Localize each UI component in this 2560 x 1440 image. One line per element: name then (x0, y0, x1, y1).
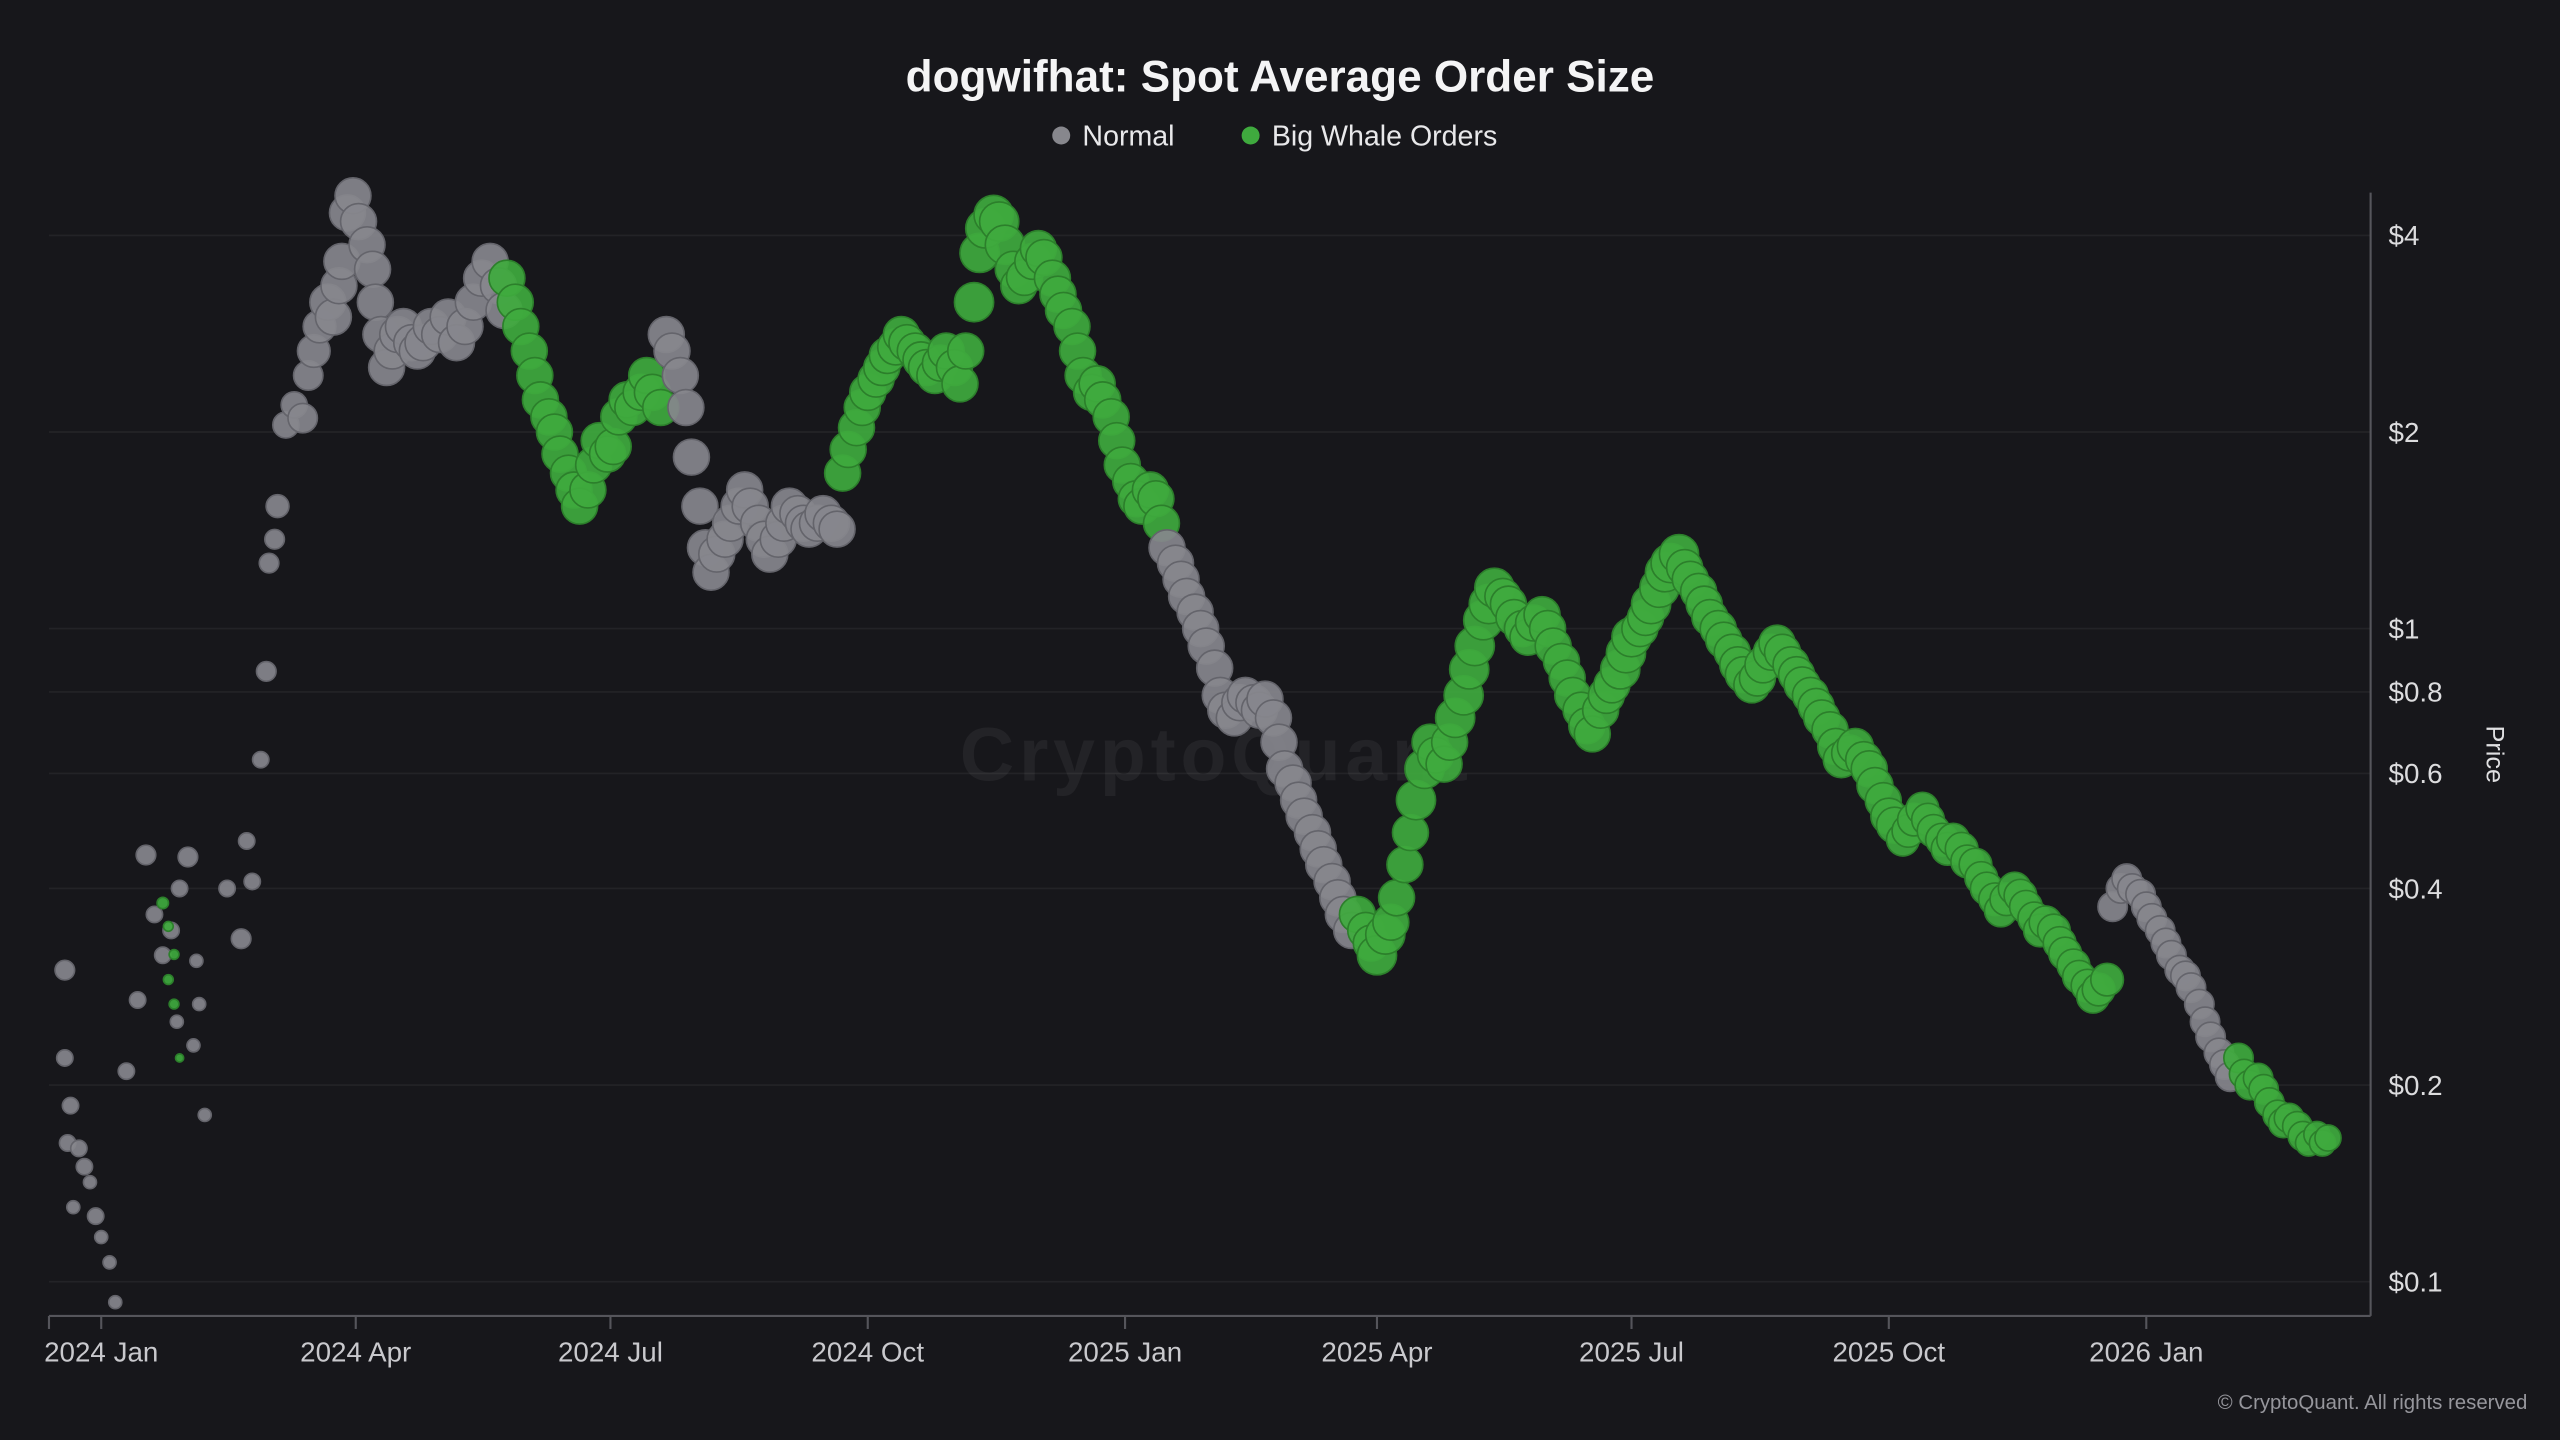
x-tick-label: 2026 Jan (2089, 1337, 2203, 1368)
normal-order-point[interactable] (102, 1255, 117, 1270)
normal-order-point[interactable] (128, 991, 147, 1009)
normal-order-point[interactable] (55, 1048, 74, 1067)
normal-order-point[interactable] (237, 831, 256, 850)
whale-order-point[interactable] (168, 998, 180, 1010)
normal-order-point[interactable] (135, 844, 157, 866)
normal-order-point[interactable] (667, 388, 705, 427)
y-tick-label: $0.2 (2389, 1070, 2443, 1101)
whale-order-point[interactable] (1377, 879, 1416, 917)
whale-order-point[interactable] (156, 896, 170, 910)
normal-order-point[interactable] (197, 1107, 213, 1123)
normal-order-point[interactable] (186, 1038, 201, 1053)
x-tick-label: 2024 Apr (300, 1337, 411, 1368)
legend-label-normal: Normal (1082, 120, 1174, 152)
legend-item-whale[interactable]: Big Whale Orders (1241, 120, 1498, 152)
normal-order-point[interactable] (661, 356, 700, 395)
x-tick-label: 2024 Jan (44, 1337, 158, 1368)
whale-order-point[interactable] (162, 973, 175, 986)
x-tick-label: 2025 Apr (1321, 1337, 1432, 1368)
watermark: CryptoQuant (960, 712, 1473, 796)
y-tick-label: $0.6 (2389, 758, 2443, 789)
normal-order-point[interactable] (230, 928, 252, 950)
normal-order-point[interactable] (75, 1157, 94, 1176)
y-axis-title: Price (2481, 725, 2509, 783)
normal-order-point[interactable] (170, 879, 189, 898)
normal-order-point[interactable] (681, 487, 719, 525)
whale-order-point[interactable] (174, 1053, 185, 1063)
normal-order-point[interactable] (189, 953, 204, 969)
legend-dot-normal-icon (1052, 126, 1071, 145)
normal-order-point[interactable] (177, 846, 199, 868)
normal-order-point[interactable] (61, 1096, 80, 1115)
legend-label-whale: Big Whale Orders (1272, 120, 1497, 152)
y-tick-label: $0.8 (2389, 677, 2443, 708)
normal-order-point[interactable] (287, 402, 319, 434)
y-tick-label: $0.1 (2389, 1266, 2443, 1297)
y-axis-ticks: $4 $2 $1 $0.8 $0.6 $0.4 $0.2 $0.1 (2389, 220, 2443, 1297)
x-tick-label: 2024 Oct (811, 1337, 924, 1368)
normal-order-point[interactable] (117, 1062, 136, 1081)
y-tick-label: $0.4 (2389, 873, 2443, 904)
whale-order-point[interactable] (2089, 962, 2125, 997)
x-axis-ticks: 2024 Jan 2024 Apr 2024 Jul 2024 Oct 2025 Jan… (44, 1315, 2203, 1368)
whale-order-point[interactable] (168, 948, 180, 961)
x-tick-label: 2025 Oct (1833, 1337, 1946, 1368)
normal-order-point[interactable] (353, 250, 392, 288)
normal-order-point[interactable] (65, 1199, 81, 1215)
normal-order-point[interactable] (251, 750, 270, 769)
y-tick-label: $1 (2389, 613, 2420, 644)
normal-order-point[interactable] (54, 959, 76, 981)
copyright: © CryptoQuant. All rights reserved (2218, 1392, 2528, 1414)
whale-order-point[interactable] (2314, 1124, 2342, 1152)
normal-order-point[interactable] (356, 283, 395, 321)
normal-order-point[interactable] (265, 493, 290, 519)
normal-order-point[interactable] (93, 1229, 109, 1245)
normal-order-point[interactable] (145, 905, 164, 924)
x-tick-label: 2025 Jan (1068, 1337, 1182, 1368)
y-tick-label: $2 (2389, 417, 2420, 448)
normal-order-point[interactable] (218, 879, 237, 898)
whale-order-point[interactable] (1386, 845, 1424, 884)
whale-order-point[interactable] (953, 281, 995, 323)
y-tick-label: $4 (2389, 220, 2420, 251)
normal-order-point[interactable] (672, 438, 711, 476)
normal-order-point[interactable] (258, 552, 280, 574)
normal-order-point[interactable] (107, 1294, 123, 1310)
x-tick-label: 2024 Jul (558, 1337, 663, 1368)
whale-order-point[interactable] (1391, 813, 1430, 852)
legend-dot-whale-icon (1241, 126, 1260, 145)
normal-order-point[interactable] (82, 1174, 98, 1190)
normal-order-point[interactable] (86, 1207, 105, 1226)
normal-order-point[interactable] (169, 1014, 185, 1030)
whale-order-point[interactable] (162, 920, 175, 933)
whale-order-point[interactable] (946, 332, 985, 370)
whale-order-point[interactable] (941, 365, 979, 403)
normal-order-point[interactable] (243, 872, 262, 891)
scatter-points[interactable] (54, 176, 2342, 1310)
normal-order-point[interactable] (314, 298, 353, 336)
normal-order-point[interactable] (818, 510, 856, 548)
legend: Normal Big Whale Orders (1052, 120, 1497, 152)
x-tick-label: 2025 Jul (1579, 1337, 1684, 1368)
normal-order-point[interactable] (255, 660, 277, 682)
legend-item-normal[interactable]: Normal (1052, 120, 1175, 152)
chart-title: dogwifhat: Spot Average Order Size (906, 52, 1655, 101)
normal-order-point[interactable] (191, 996, 207, 1012)
normal-order-point[interactable] (263, 528, 286, 550)
normal-order-point[interactable] (69, 1139, 88, 1158)
